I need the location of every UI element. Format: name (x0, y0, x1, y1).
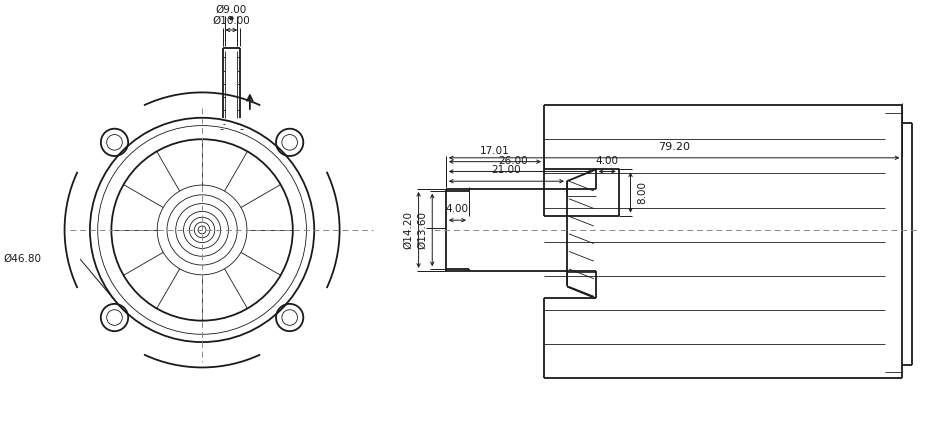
Text: 8.00: 8.00 (637, 181, 648, 204)
Text: Ø46.80: Ø46.80 (3, 254, 41, 264)
Text: 21.00: 21.00 (491, 165, 521, 176)
Text: 26.00: 26.00 (499, 155, 528, 166)
Text: Ø10.00: Ø10.00 (212, 16, 250, 26)
Text: Ø14.20: Ø14.20 (404, 211, 414, 249)
Text: 4.00: 4.00 (596, 155, 619, 166)
Text: 79.20: 79.20 (658, 142, 691, 152)
Text: 4.00: 4.00 (445, 204, 469, 214)
Text: 17.01: 17.01 (480, 146, 510, 156)
Text: Ø13.60: Ø13.60 (418, 211, 428, 249)
Text: Ø9.00: Ø9.00 (215, 4, 247, 14)
